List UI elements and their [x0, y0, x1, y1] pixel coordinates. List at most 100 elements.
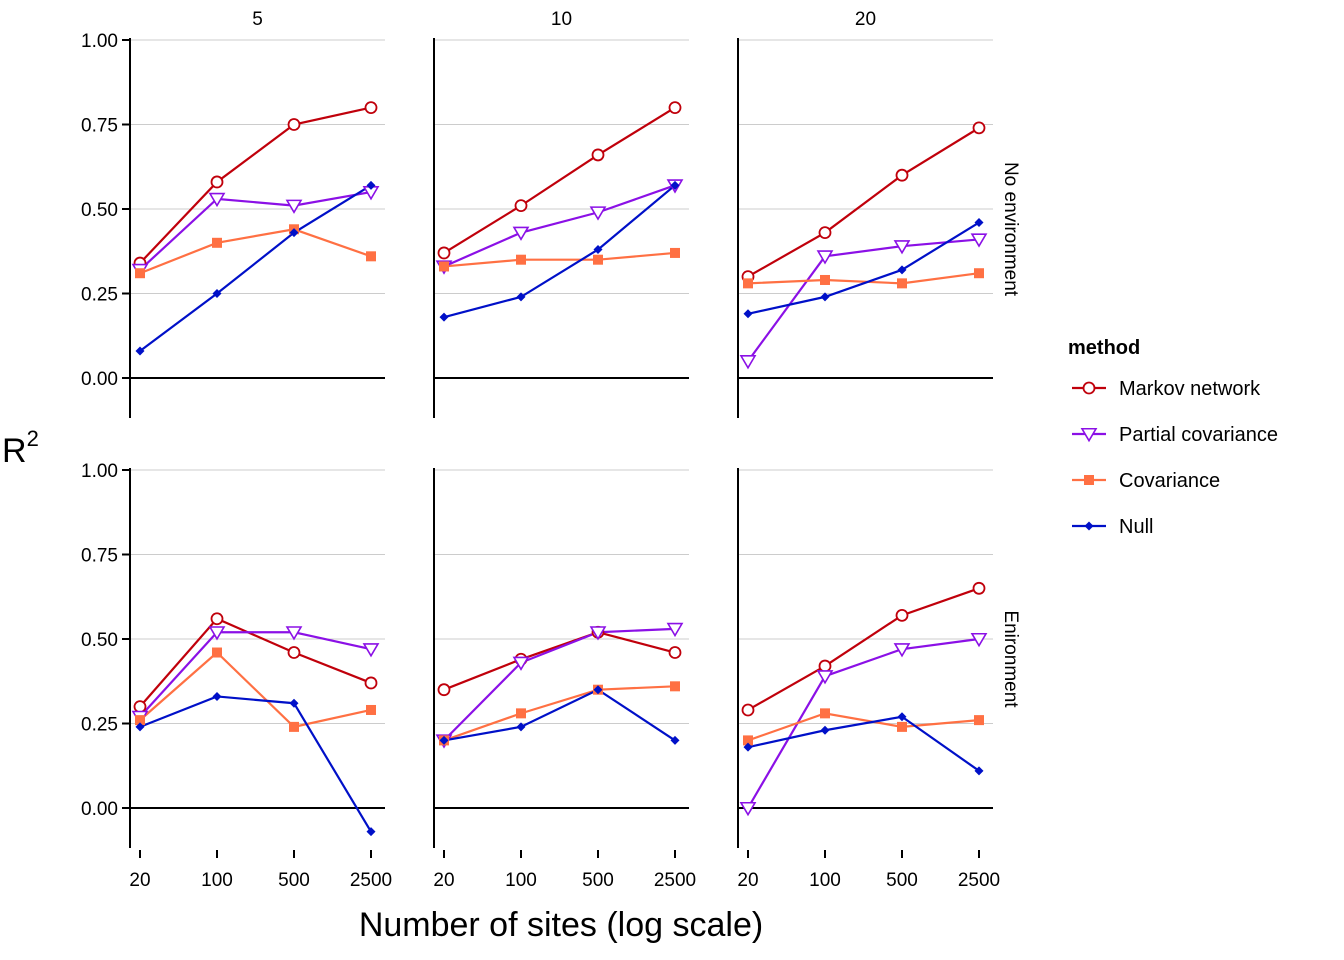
data-point-covariance — [516, 708, 526, 719]
data-point-markov-network — [818, 226, 832, 240]
data-point-null — [743, 309, 753, 319]
data-point-covariance — [366, 704, 376, 715]
data-point-null — [212, 691, 222, 701]
data-point-null — [289, 698, 299, 708]
data-point-null — [439, 735, 449, 745]
legend-entry: Partial covariance — [1072, 424, 1278, 446]
data-point-null — [820, 725, 830, 735]
data-point-null — [897, 712, 907, 722]
series-line-markov-network — [139, 106, 372, 264]
legend-entry: Covariance — [1072, 470, 1220, 492]
data-point-markov-network — [437, 683, 451, 697]
y-tick-label: 0.00 — [81, 799, 118, 820]
panel-1-0: 1.00 0.75 0.50 0.25 0.00 20 100 500 2500 — [81, 461, 392, 891]
series-line-covariance — [747, 712, 980, 742]
legend: method Markov network Partial covariance C… — [1068, 337, 1278, 538]
legend-entry: Null — [1072, 516, 1153, 538]
data-point-partial-covariance — [512, 226, 530, 241]
data-point-covariance — [974, 715, 984, 726]
data-point-covariance — [439, 261, 449, 272]
data-point-covariance — [670, 681, 680, 692]
data-point-covariance — [516, 254, 526, 265]
data-point-partial-covariance — [893, 240, 911, 255]
data-point-partial-covariance — [512, 656, 530, 671]
legend-label: Covariance — [1119, 470, 1220, 492]
series-line-markov-network — [139, 617, 372, 708]
data-point-markov-network — [668, 646, 682, 659]
x-tick-label: 500 — [582, 870, 614, 891]
data-point-covariance — [897, 278, 907, 289]
data-point-markov-network — [668, 101, 682, 114]
data-point-partial-covariance — [739, 801, 757, 817]
data-point-partial-covariance — [816, 670, 834, 685]
data-point-partial-covariance — [285, 626, 303, 641]
data-point-covariance — [366, 251, 376, 262]
y-tick-label: 1.00 — [81, 461, 118, 482]
data-point-null — [897, 265, 907, 275]
panel-1-1: 20 100 500 2500 — [433, 468, 696, 891]
data-point-null — [974, 766, 984, 776]
data-point-markov-network — [818, 659, 832, 673]
data-point-markov-network — [895, 608, 909, 622]
panel-1-2: 20 100 500 2500 — [737, 468, 1000, 891]
data-point-covariance — [974, 268, 984, 279]
y-tick-label: 0.75 — [81, 116, 118, 137]
y-axis-title: R2 — [2, 426, 39, 470]
data-point-null — [974, 218, 984, 228]
data-point-markov-network — [741, 703, 755, 717]
data-point-null — [366, 827, 376, 837]
facet-strips: 5 10 20 No environment Enironment — [252, 9, 1021, 708]
series-line-covariance — [139, 228, 372, 275]
data-point-null — [135, 722, 145, 732]
data-point-covariance — [897, 721, 907, 732]
legend-key-marker — [1084, 521, 1094, 531]
data-point-null — [670, 180, 680, 190]
series-line-covariance — [139, 651, 372, 729]
data-point-markov-network — [895, 168, 909, 182]
y-axis-title-superscript: 2 — [27, 426, 39, 451]
panel-0-0: 1.00 0.75 0.50 0.25 0.00 — [81, 31, 385, 418]
data-point-covariance — [670, 247, 680, 258]
data-point-null — [366, 180, 376, 190]
data-point-null — [135, 346, 145, 356]
series-line-null — [443, 688, 676, 742]
series-line-partial-covariance — [139, 191, 372, 271]
y-tick-label: 0.50 — [81, 200, 118, 221]
legend-label: Partial covariance — [1119, 424, 1278, 446]
data-point-null — [212, 289, 222, 298]
legend-key-marker — [1082, 381, 1096, 395]
data-point-markov-network — [364, 676, 378, 690]
series-line-markov-network — [443, 631, 676, 691]
legend-entry: Markov network — [1072, 378, 1261, 400]
panel-0-1 — [433, 38, 689, 418]
data-point-covariance — [289, 721, 299, 732]
x-tick-label: 100 — [505, 870, 537, 891]
data-point-covariance — [743, 735, 753, 746]
x-tick-label: 2500 — [350, 870, 392, 891]
series-line-markov-network — [747, 587, 980, 711]
data-point-null — [289, 228, 299, 238]
data-point-covariance — [820, 274, 830, 285]
data-point-covariance — [820, 708, 830, 719]
data-point-markov-network — [591, 148, 605, 162]
data-point-partial-covariance — [208, 192, 226, 208]
data-point-markov-network — [437, 246, 451, 260]
data-point-partial-covariance — [208, 626, 226, 641]
data-point-covariance — [212, 647, 222, 658]
data-point-partial-covariance — [739, 355, 757, 370]
series-line-partial-covariance — [139, 631, 372, 718]
facet-row-label: No environment — [1000, 162, 1021, 297]
data-point-partial-covariance — [362, 643, 380, 658]
series-line-covariance — [443, 251, 676, 268]
legend-label: Markov network — [1119, 378, 1261, 400]
data-point-null — [670, 735, 680, 745]
axis-titles: R2 Number of sites (log scale) — [2, 426, 763, 944]
series-line-partial-covariance — [443, 627, 676, 742]
series-line-markov-network — [747, 126, 980, 278]
data-point-markov-network — [210, 175, 224, 189]
data-point-partial-covariance — [970, 233, 988, 248]
x-tick-label: 20 — [433, 870, 454, 891]
y-tick-label: 0.50 — [81, 630, 118, 651]
data-point-null — [439, 312, 449, 322]
